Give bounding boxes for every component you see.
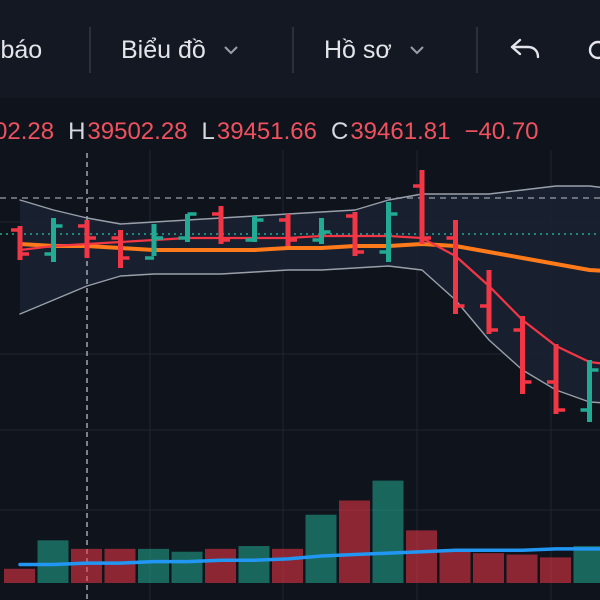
volume-bar bbox=[305, 514, 337, 583]
open-value: 02.28 bbox=[0, 118, 55, 145]
volume-moving-average-line bbox=[18, 547, 600, 567]
volume-bar bbox=[238, 546, 270, 583]
toolbar-profile-label: Hồ sơ bbox=[324, 35, 392, 64]
volume-bar bbox=[372, 480, 404, 583]
undo-button[interactable] bbox=[508, 28, 542, 72]
high-label: H bbox=[68, 118, 86, 145]
close-label: C bbox=[330, 118, 349, 145]
toolbar-indicators-label: i báo bbox=[0, 35, 43, 64]
volume-bar bbox=[104, 548, 136, 583]
volume-bar bbox=[71, 548, 102, 583]
bollinger-lower-line bbox=[19, 265, 600, 404]
volume-bar bbox=[339, 500, 370, 583]
volume-bar bbox=[37, 540, 69, 583]
volume-bar bbox=[473, 553, 504, 583]
bollinger-upper-line bbox=[19, 185, 600, 225]
toolbar-profile-menu[interactable]: Hồ sơ bbox=[324, 28, 426, 72]
volume-bar bbox=[506, 554, 538, 583]
change-value: −40.70 bbox=[464, 118, 539, 145]
chevron-down-icon bbox=[410, 46, 424, 55]
volume-bar bbox=[171, 551, 203, 583]
low-label: L bbox=[201, 118, 215, 145]
chart-toolbar: i báo Biểu đồ Hồ sơ bbox=[0, 0, 600, 98]
volume-bar bbox=[540, 557, 571, 583]
bollinger-fill bbox=[20, 186, 600, 403]
volume-bar bbox=[272, 548, 303, 583]
low-value: 39451.66 bbox=[216, 118, 317, 145]
close-value: 39461.81 bbox=[350, 118, 451, 145]
moving-average-orange-line bbox=[18, 242, 600, 273]
price-chart[interactable] bbox=[0, 150, 600, 600]
settings-icon bbox=[588, 40, 600, 60]
volume-bar bbox=[205, 548, 236, 583]
undo-arrow-icon bbox=[510, 38, 540, 59]
moving-average-red-line bbox=[18, 234, 600, 365]
toolbar-chart-label: Biểu đồ bbox=[121, 35, 206, 64]
volume-bar bbox=[4, 568, 35, 583]
volume-bar bbox=[439, 550, 471, 583]
volume-bar bbox=[406, 530, 437, 583]
settings-button[interactable] bbox=[588, 28, 600, 72]
toolbar-indicators-button[interactable]: i báo bbox=[0, 28, 42, 72]
toolbar-separator bbox=[292, 27, 294, 73]
volume-bar bbox=[573, 546, 600, 583]
toolbar-chart-menu[interactable]: Biểu đồ bbox=[121, 28, 240, 72]
toolbar-separator bbox=[476, 27, 478, 73]
chevron-down-icon bbox=[224, 46, 238, 55]
toolbar-separator bbox=[89, 27, 91, 73]
high-value: 39502.28 bbox=[87, 118, 188, 145]
ohlc-legend: 02.28 H 39502.28 L 39451.66 C 39461.81 −… bbox=[0, 116, 553, 148]
volume-bar bbox=[138, 548, 169, 583]
